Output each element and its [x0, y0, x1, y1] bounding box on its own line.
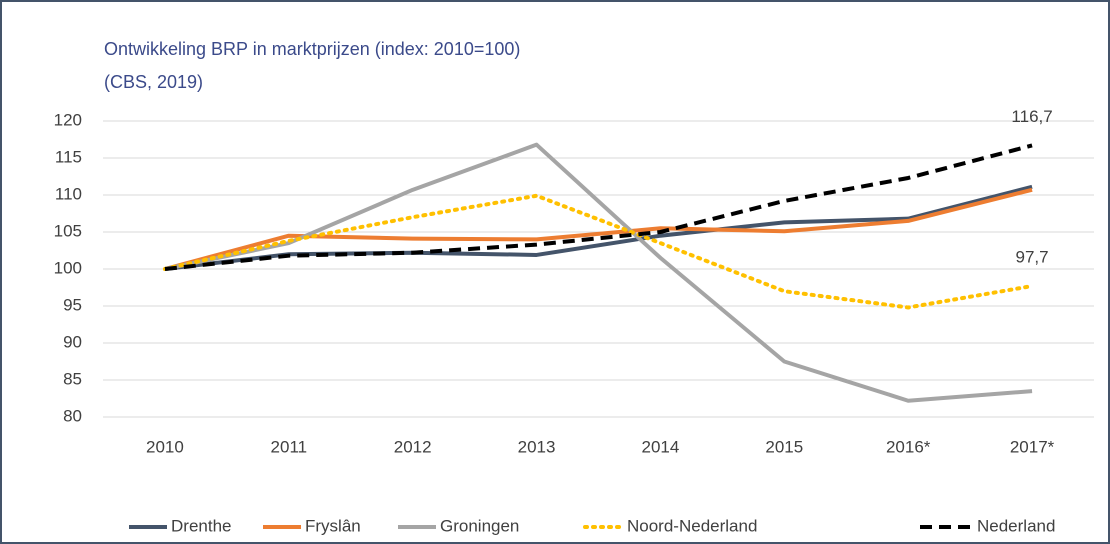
- line-series: [164, 143, 1033, 271]
- y-tick-label: 90: [63, 332, 82, 351]
- legend-label: Noord-Nederland: [627, 516, 757, 535]
- y-tick-label: 80: [63, 406, 82, 425]
- y-tick-label: 110: [55, 184, 82, 203]
- x-tick-label: 2011: [271, 437, 308, 456]
- x-tick-label: 2013: [518, 437, 556, 456]
- legend-label: Groningen: [440, 516, 519, 535]
- x-tick-label: 2016*: [886, 437, 931, 456]
- legend-label: Drenthe: [171, 516, 231, 535]
- line-series: [164, 142, 1033, 403]
- chart-subtitle: (CBS, 2019): [104, 72, 203, 92]
- chart-title: Ontwikkeling BRP in marktprijzen (index:…: [104, 39, 520, 59]
- x-tick-label: 2017*: [1010, 437, 1055, 456]
- line-series: [164, 184, 1033, 271]
- x-tick-label: 2014: [642, 437, 680, 456]
- y-tick-label: 95: [63, 295, 82, 314]
- x-tick-label: 2015: [765, 437, 803, 456]
- y-tick-label: 115: [55, 147, 82, 166]
- x-tick-label: 2010: [146, 437, 184, 456]
- y-tick-label: 120: [54, 110, 82, 129]
- legend-label: Nederland: [977, 516, 1055, 535]
- legend-label: Fryslân: [305, 516, 361, 535]
- y-tick-label: 100: [54, 258, 82, 277]
- y-tick-label: 105: [54, 221, 82, 240]
- data-label: 116,7: [1011, 107, 1052, 126]
- y-tick-label: 85: [63, 369, 82, 388]
- x-tick-label: 2012: [394, 437, 432, 456]
- data-label: 97,7: [1016, 248, 1049, 267]
